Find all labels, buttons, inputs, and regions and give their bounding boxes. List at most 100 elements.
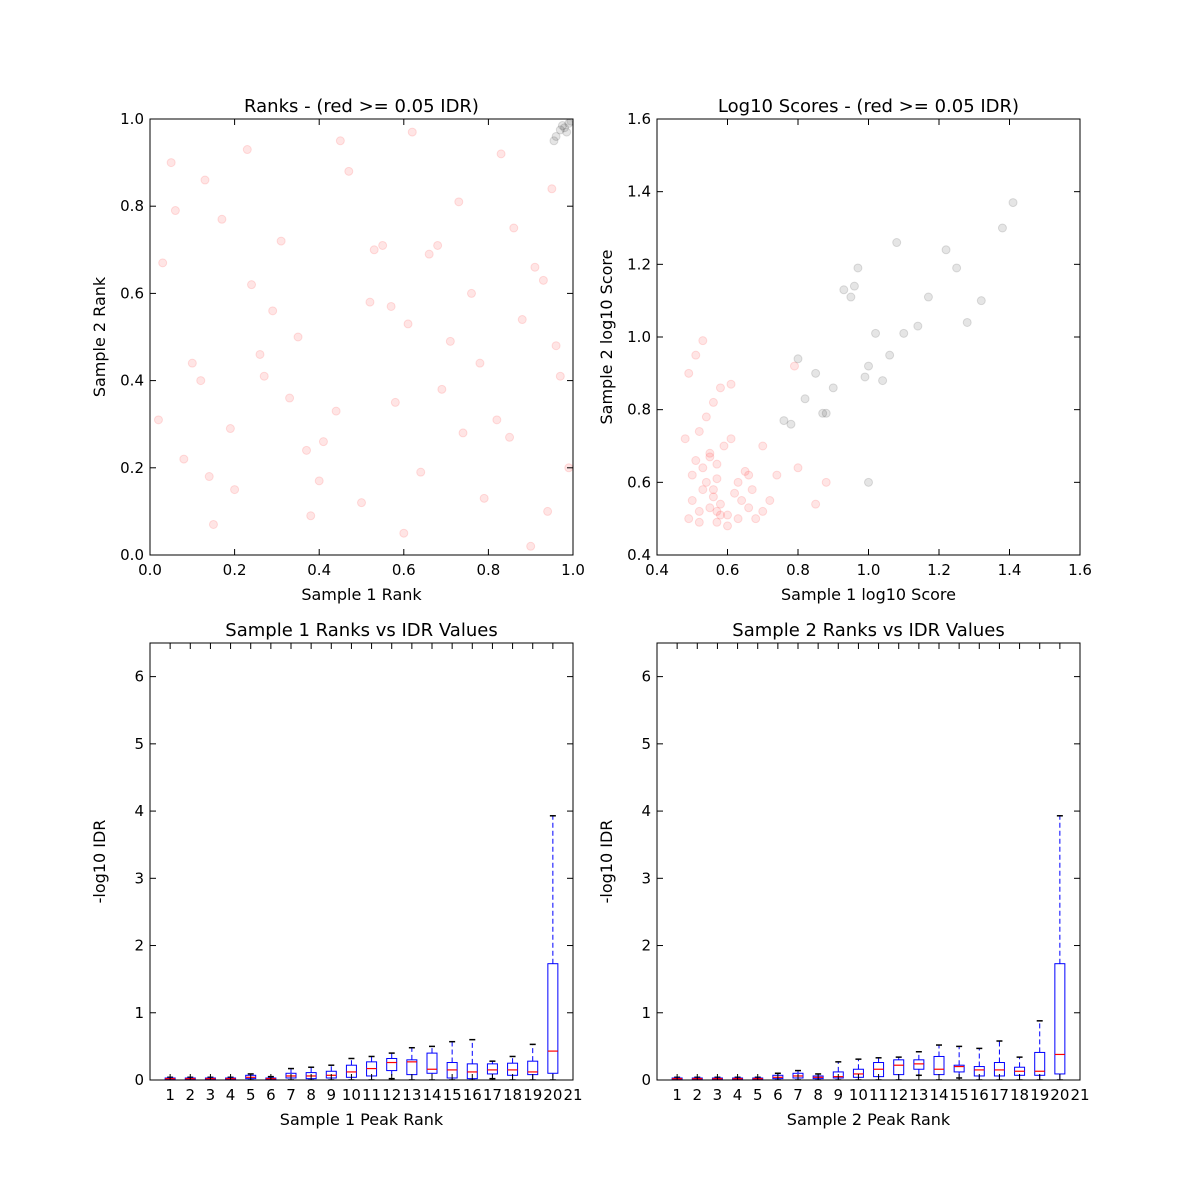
x-tick-label: 7: [793, 1086, 803, 1104]
x-tick-label: 20: [1050, 1086, 1069, 1104]
point: [314, 476, 324, 486]
point: [712, 517, 722, 527]
point: [892, 238, 902, 248]
point: [821, 477, 831, 487]
y-tick-label: 4: [134, 802, 144, 820]
point: [811, 499, 821, 509]
point: [733, 514, 743, 524]
point: [399, 528, 409, 538]
point: [680, 434, 690, 444]
chart-title: Sample 2 Ranks vs IDR Values: [732, 620, 1004, 641]
y-tick-label: 0.8: [120, 197, 144, 215]
point: [530, 262, 540, 272]
y-tick-label: 1.0: [627, 328, 651, 346]
x-tick-label: 15: [950, 1086, 969, 1104]
x-tick-label: 11: [362, 1086, 381, 1104]
x-tick-label: 1.4: [998, 561, 1022, 579]
point: [744, 503, 754, 513]
point: [454, 197, 464, 207]
y-tick-label: 1.0: [120, 110, 144, 128]
point: [517, 315, 527, 325]
y-axis-label: Sample 2 Rank: [90, 276, 109, 397]
point: [242, 145, 252, 155]
point: [747, 485, 757, 495]
point: [772, 470, 782, 480]
point: [549, 136, 559, 146]
point: [705, 503, 715, 513]
point: [751, 514, 761, 524]
x-tick-label: 10: [849, 1086, 868, 1104]
point: [733, 477, 743, 487]
point: [712, 506, 722, 516]
chart-title: Ranks - (red >= 0.05 IDR): [244, 96, 479, 117]
point: [705, 448, 715, 458]
point: [758, 506, 768, 516]
point: [684, 368, 694, 378]
x-tick-label: 16: [970, 1086, 989, 1104]
point: [416, 467, 426, 477]
plot-area: [680, 198, 1018, 531]
point: [849, 281, 859, 291]
y-tick-label: 0.4: [627, 546, 651, 564]
y-tick-label: 0.8: [627, 401, 651, 419]
box: [486, 1063, 498, 1075]
point: [505, 432, 515, 442]
x-tick-label: 0.6: [392, 561, 416, 579]
x-tick-label: 5: [246, 1086, 256, 1104]
point: [839, 285, 849, 295]
y-tick-label: 0.6: [627, 473, 651, 491]
point: [555, 371, 565, 381]
point: [730, 488, 740, 498]
point: [694, 426, 704, 436]
x-tick-label: 1.0: [561, 561, 585, 579]
point: [344, 166, 354, 176]
point: [737, 496, 747, 505]
box: [547, 963, 559, 1074]
x-axis-label: Sample 1 Peak Rank: [280, 1110, 444, 1129]
point: [335, 136, 345, 146]
point: [786, 419, 796, 429]
point: [789, 361, 799, 371]
box: [913, 1059, 925, 1070]
point: [698, 336, 708, 346]
point: [712, 474, 722, 484]
point: [708, 492, 718, 502]
point: [694, 506, 704, 516]
point: [818, 408, 828, 418]
point: [492, 415, 502, 425]
point: [153, 415, 163, 425]
point: [885, 350, 895, 360]
point: [200, 175, 210, 185]
point: [708, 397, 718, 407]
point: [170, 206, 180, 216]
axes-frame: [656, 642, 1081, 1081]
point: [562, 127, 572, 137]
point: [726, 379, 736, 389]
y-tick-label: 3: [641, 869, 651, 887]
point: [719, 441, 729, 451]
chart-title: Sample 1 Ranks vs IDR Values: [225, 620, 497, 641]
point: [779, 416, 789, 426]
x-tick-label: 19: [523, 1086, 542, 1104]
point: [962, 317, 972, 327]
point: [166, 158, 176, 168]
y-tick-label: 5: [641, 735, 651, 753]
point: [952, 263, 962, 273]
y-tick-label: 1.6: [627, 110, 651, 128]
point: [424, 249, 434, 259]
point: [684, 514, 694, 524]
y-tick-label: 6: [641, 668, 651, 686]
point: [187, 358, 197, 368]
point: [976, 296, 986, 306]
y-tick-label: 0.4: [120, 372, 144, 390]
point: [285, 393, 295, 403]
x-tick-label: 0.6: [716, 561, 740, 579]
point: [276, 236, 286, 246]
point: [538, 275, 548, 285]
point: [871, 328, 881, 338]
point: [715, 383, 725, 393]
point: [204, 472, 214, 482]
x-tick-label: 6: [266, 1086, 276, 1104]
point: [378, 240, 388, 250]
